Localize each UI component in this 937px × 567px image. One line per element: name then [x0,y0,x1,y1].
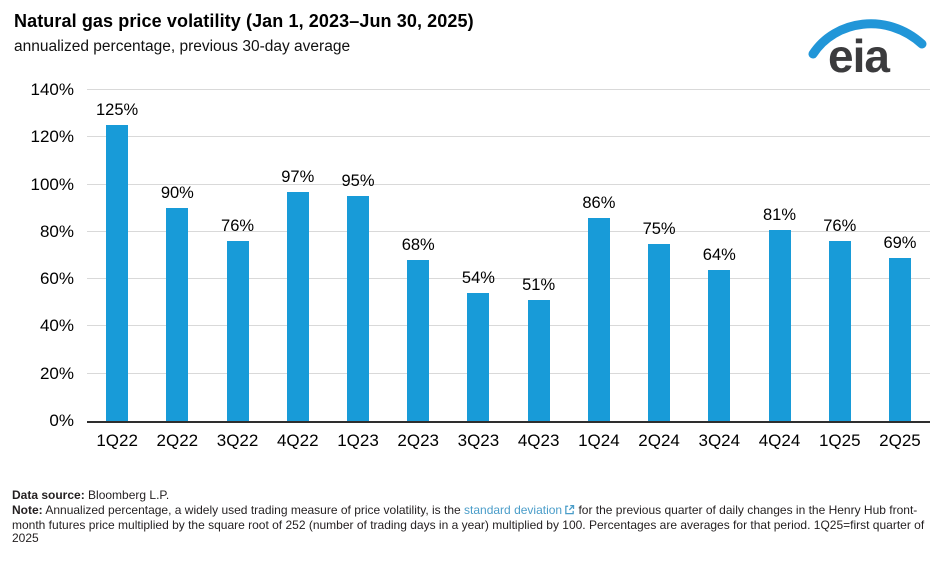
y-axis-tick-label: 140% [30,80,74,99]
footer: Data source: Bloomberg L.P. Note: Annual… [12,488,929,546]
bar [527,300,550,421]
bar-value-label: 76% [823,217,857,236]
bar-column: 86% [569,90,629,421]
bar-column: 76% [207,90,267,421]
bar-column: 97% [268,90,328,421]
y-axis-tick-label: 40% [39,316,74,336]
x-axis-tick-label: 2Q25 [879,431,921,450]
bar-column: 51% [509,90,569,421]
bar [226,241,249,421]
logo-text: eia [828,30,890,78]
chart-subtitle: annualized percentage, previous 30-day a… [14,38,351,55]
bar-value-label: 86% [582,193,616,212]
bar-value-label: 51% [522,276,556,295]
bar-value-label: 125% [96,101,139,120]
bar [467,293,490,421]
x-axis-tick-label: 1Q25 [818,431,861,450]
bar [888,257,911,421]
bar-value-label: 97% [281,167,315,186]
gridline [87,278,930,280]
bar-column: 54% [448,90,508,421]
bar-column: 64% [689,90,749,421]
bar-value-label: 68% [401,236,435,255]
bar-column: 95% [328,90,388,421]
x-axis-tick-label: 4Q23 [517,431,560,450]
bar [587,217,610,421]
x-axis-tick-label: 3Q24 [698,431,741,450]
x-axis-tick-label: 1Q22 [96,431,138,450]
x-axis-tick-label: 3Q23 [457,431,500,450]
y-axis-tick-label: 80% [39,221,74,241]
gridline [87,372,930,374]
plot-area: 0% 20% 40% 60% 80% 100% 120% 140% 125% 90% 76% 97%… [31,80,930,450]
data-source-text: Bloomberg L.P. [84,488,170,502]
note-text-before-link: Annualized percentage, a widely used tra… [42,502,465,517]
bar [407,260,430,421]
bar [346,196,369,421]
gridline [87,325,930,327]
bar [286,191,309,421]
external-link-icon[interactable] [564,504,575,519]
bar-column: 81% [749,90,809,421]
bar [166,208,189,421]
eia-logo: eia [808,19,927,78]
gridline [87,136,930,138]
x-axis-tick-label: 1Q24 [578,431,620,450]
bar-value-label: 76% [221,217,255,236]
bar-value-label: 75% [642,219,676,238]
x-axis-tick-label: 2Q23 [397,431,439,450]
bar-value-label: 54% [461,269,495,288]
gridline [87,183,930,185]
bar [648,243,671,421]
y-axis-tick-label: 60% [39,269,74,289]
bar-value-label: 69% [883,233,917,252]
bar-column: 125% [87,90,147,421]
x-axis-labels: 1Q22 2Q22 3Q22 4Q22 1Q23 2Q23 3Q23 4Q23 1Q24 2Q24… [87,431,930,451]
data-source-line: Data source: Bloomberg L.P. [12,488,929,503]
bar [106,125,129,421]
x-axis-tick-label: 2Q24 [638,431,680,450]
bars-layer: 125% 90% 76% 97% 95% 68% 54% 51% 86% 75% 64% 81% 76%… [87,90,930,421]
bar-value-label: 90% [160,184,194,203]
x-axis-tick-label: 3Q22 [216,431,259,450]
bar-value-label: 95% [341,172,375,191]
x-axis-tick-label: 1Q23 [337,431,379,450]
y-axis-tick-label: 120% [30,127,74,147]
bar [768,229,791,421]
logo-swoosh-icon [808,19,927,59]
note-text-after-link: for the previous quarter of daily change… [12,502,925,546]
bar-column: 90% [147,90,207,421]
x-axis-tick-label: 2Q22 [156,431,199,450]
chart-title: Natural gas price volatility (Jan 1, 202… [14,11,474,31]
bar-value-label: 81% [763,205,797,224]
standard-deviation-link[interactable]: standard deviation [464,502,563,517]
y-axis-tick-label: 20% [39,363,74,383]
bar [828,241,851,421]
note: Note: Annualized percentage, a widely us… [12,502,929,546]
y-axis-tick-label: 100% [30,174,74,194]
y-axis-tick-label: 0% [49,411,74,430]
bar-column: 68% [388,90,448,421]
gridline [87,230,930,232]
note-label: Note: [12,502,43,517]
bar [708,269,731,421]
bar-value-label: 64% [702,245,736,264]
bar-column: 76% [810,90,870,421]
x-axis-tick-label: 4Q22 [276,431,319,450]
data-source-label: Data source: [12,488,85,502]
bar-column: 69% [870,90,930,421]
gridline [87,89,930,90]
bar-column: 75% [629,90,689,421]
x-axis-tick-label: 4Q24 [758,431,801,450]
